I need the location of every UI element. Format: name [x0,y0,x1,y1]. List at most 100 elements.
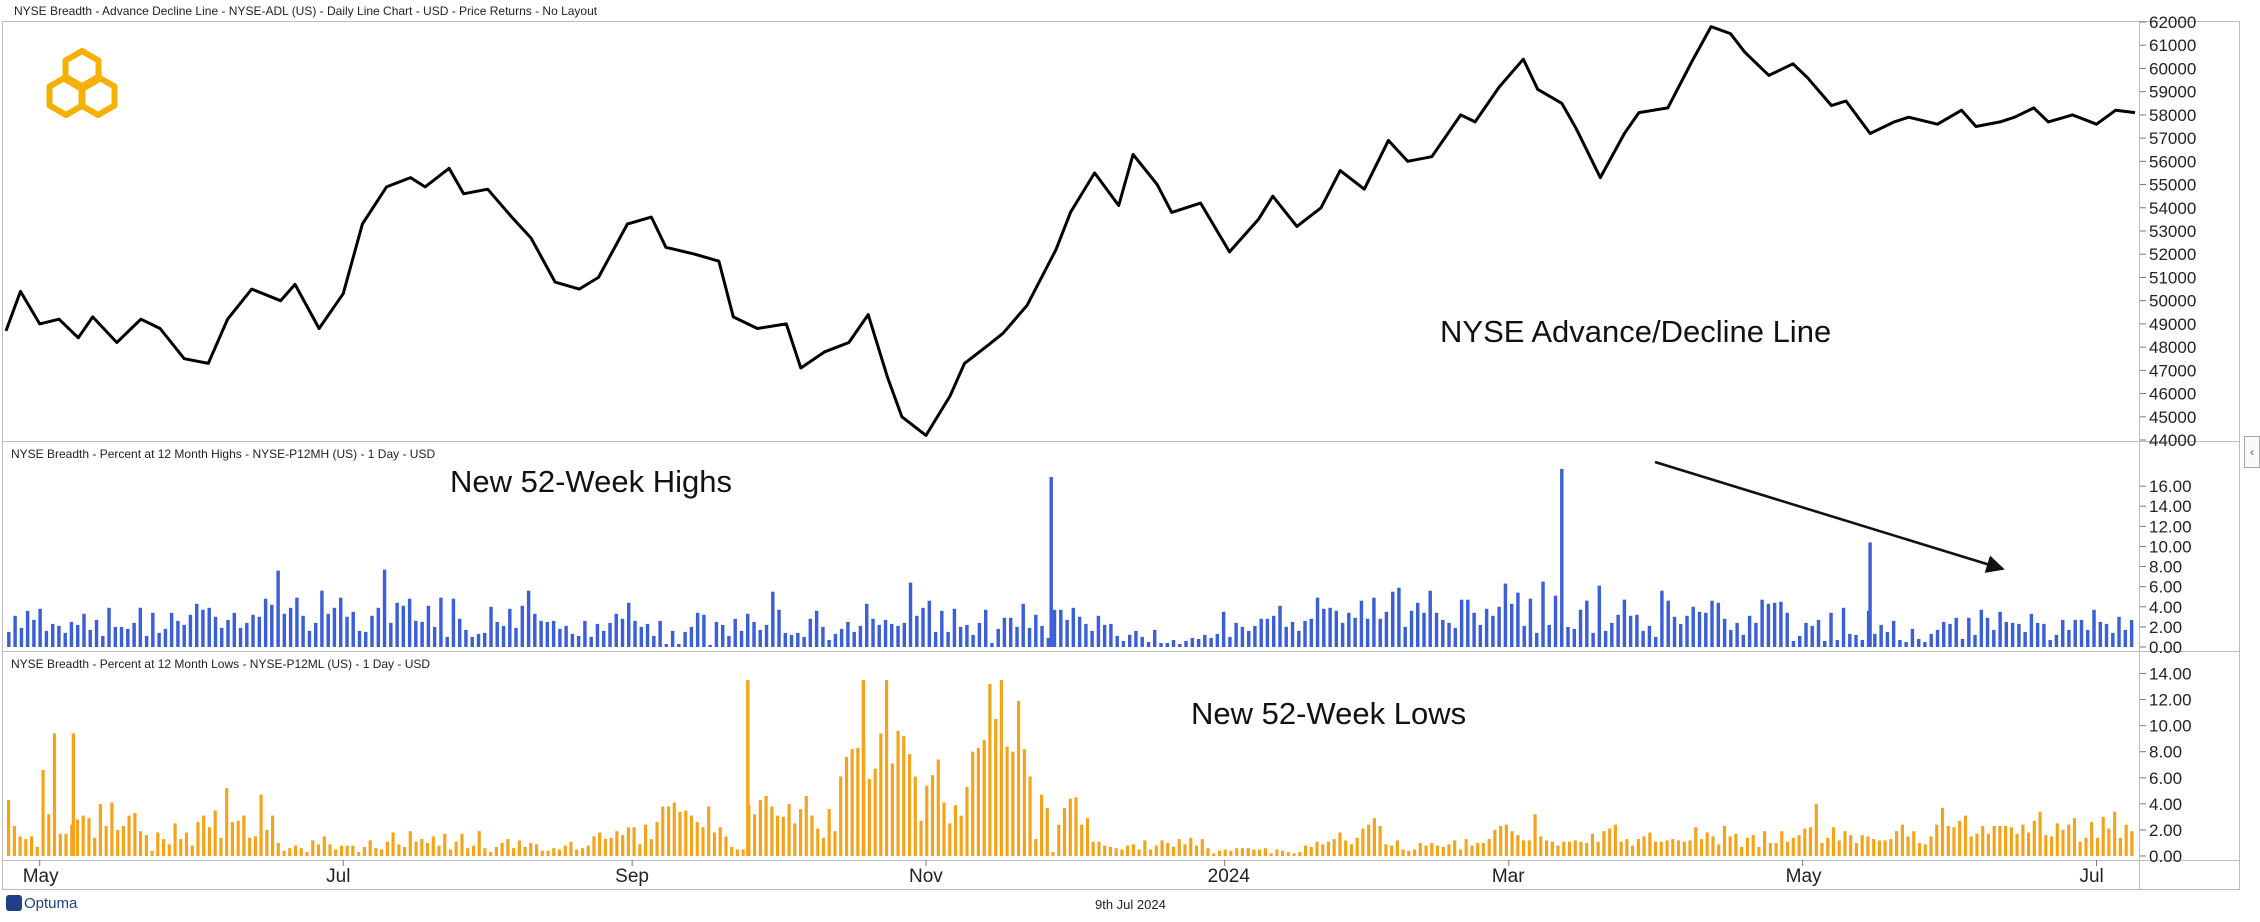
panel-collapse-button[interactable]: ‹ [2244,436,2260,468]
lows-bar [1808,827,1813,856]
lows-bar [1510,831,1514,856]
highs-bar [1785,612,1789,647]
lows-bar [58,833,62,856]
highs-bar [533,613,537,647]
lows-bar [799,809,803,856]
lows-bar [52,733,57,856]
highs-y-tick-label: 14.00 [2149,497,2192,516]
highs-bar [476,633,481,647]
lows-bar [1458,849,1463,856]
lows-bar [1068,798,1072,856]
highs-bar [1303,620,1307,647]
lows-bar [953,805,958,856]
x-tick-label: Nov [909,866,943,887]
lows-bar [75,819,80,856]
lows-bar [1757,846,1761,856]
lows-bar [1172,846,1176,856]
lows-bar [1160,840,1164,856]
lows-bar [557,849,562,856]
lows-bar [12,826,16,856]
lows-bar [2067,824,2071,856]
lows-bar [357,852,361,856]
lows-bar [1045,807,1049,856]
lows-bar [2055,823,2059,856]
lows-bar [1768,843,1772,856]
brand-label: Optuma [24,895,78,912]
highs-bar [69,621,74,647]
highs-bar [1315,597,1320,647]
lows-bar [1585,843,1589,856]
lows-bar [1091,841,1095,856]
adl-annotation: NYSE Advance/Decline Line [1440,314,1832,349]
highs-bar [1234,622,1238,647]
lows-bar [1969,836,1973,856]
lows-bar [1906,836,1910,856]
lows-bar [1062,807,1067,856]
lows-bar [1344,840,1348,856]
lows-bar [839,776,843,856]
lows-bar [1143,840,1147,856]
lows-bar [345,845,349,856]
lows-bar [632,827,636,856]
highs-bar [1409,610,1414,647]
lows-bar [1281,850,1285,856]
lows-bar [1682,841,1686,856]
lows-bar [1740,846,1744,856]
highs-bar [1359,600,1364,647]
highs-bar [1184,641,1188,647]
highs-bar [1654,636,1658,647]
lows-bar [764,796,768,856]
lows-bar [2095,837,2100,856]
lows-bar [121,826,125,856]
highs-bar [276,570,280,647]
highs-bar [220,627,224,647]
highs-bar [82,613,86,647]
lows-bar [592,836,596,856]
lows-bar [64,833,68,856]
highs-bar [1115,635,1119,647]
lows-bar [1975,833,1979,856]
lows-bar [483,848,487,856]
highs-y-tick-label: 16.00 [2149,477,2192,496]
lows-bar [466,848,470,856]
lows-bar [1326,841,1331,856]
highs-bar [758,629,762,647]
highs-bar [658,620,662,647]
lows-bar [603,839,607,856]
lows-bar [2004,826,2008,856]
highs-bar [2117,616,2121,647]
highs-bar [1196,639,1201,647]
highs-bar [1027,627,1032,647]
highs-bar [702,614,706,647]
lows-y-tick-label: 12.00 [2149,691,2192,710]
lows-bar [259,794,263,856]
lows-bar [1189,837,1193,856]
lows-bar [420,839,424,856]
highs-bar [946,631,950,647]
lows-bar [810,815,814,856]
highs-y-tick-label: 12.00 [2149,517,2192,536]
highs-bar [1090,630,1094,647]
lows-bar [1952,827,1956,856]
highs-bar [1722,618,1727,647]
highs-bar [1829,612,1833,647]
highs-bar [664,644,669,647]
lows-bar [242,815,246,856]
highs-bar [1065,619,1069,647]
lows-bar [540,850,544,856]
lows-bar [1912,831,1916,856]
highs-bar [1422,612,1426,647]
highs-y-tick-label: 2.00 [2149,618,2182,637]
highs-bar [332,607,337,647]
highs-bar [746,613,750,647]
lows-bar [494,846,498,856]
lows-bar [942,802,946,856]
highs-bar [1491,615,1495,647]
lows-bar [328,844,332,856]
lows-bar [276,843,280,856]
lows-bar [1269,853,1273,856]
lows-y-tick-label: 10.00 [2149,717,2192,736]
highs-bar [1910,628,1915,647]
